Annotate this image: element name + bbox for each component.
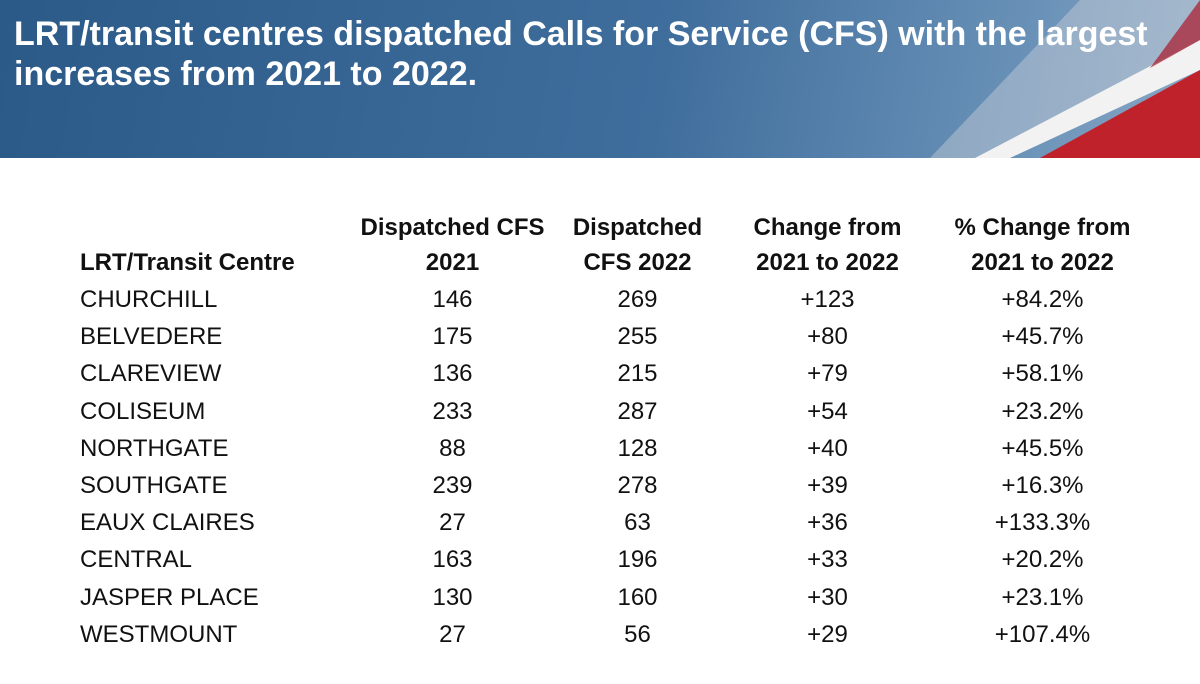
table-cell: +23.2%: [1001, 397, 1084, 425]
table-cell: +20.2%: [1001, 546, 1084, 574]
table-cell: 130: [432, 583, 473, 611]
table-cell: 215: [617, 360, 658, 388]
table-cell: 163: [432, 546, 473, 574]
header-line: Change from: [753, 214, 902, 241]
table-row: BELVEDERE 175 255 +80 +45.7%: [0, 318, 1200, 355]
column-header: LRT/Transit Centre: [0, 210, 355, 280]
header-banner: LRT/transit centres dispatched Calls for…: [0, 0, 1200, 158]
table-cell: +23.1%: [1001, 583, 1084, 611]
header-line: Dispatched CFS: [360, 214, 545, 241]
table-cell: 160: [617, 583, 658, 611]
table-row: COLISEUM 233 287 +54 +23.2%: [0, 393, 1200, 430]
table-cell: +123: [800, 286, 855, 313]
table-cell: +58.1%: [1001, 360, 1084, 388]
table-cell: +107.4%: [994, 620, 1091, 648]
table-cell: +54: [807, 397, 848, 425]
column-header: % Change from 2021 to 2022: [930, 210, 1155, 280]
table-cell: 175: [432, 323, 473, 351]
table-cell: 27: [439, 509, 466, 537]
table-cell: +36: [807, 509, 848, 537]
table-cell: +40: [807, 434, 848, 462]
station-name: CLAREVIEW: [80, 360, 222, 388]
table-cell: 233: [432, 397, 473, 425]
table-cell: 136: [432, 360, 473, 388]
table-cell: +45.7%: [1001, 323, 1084, 351]
station-name: EAUX CLAIRES: [80, 509, 255, 537]
table-cell: 27: [439, 620, 466, 648]
table-row: CHURCHILL 146 269 +123 +84.2%: [0, 281, 1200, 318]
station-name: NORTHGATE: [80, 434, 229, 462]
table-cell: 128: [617, 434, 658, 462]
table-cell: +79: [807, 360, 848, 388]
table-cell: +29: [807, 620, 848, 648]
column-header: Dispatched CFS 2022: [550, 210, 725, 280]
table-row: CLAREVIEW 136 215 +79 +58.1%: [0, 355, 1200, 392]
header-line: LRT/Transit Centre: [80, 249, 295, 276]
header-line: 2021 to 2022: [971, 249, 1114, 276]
table-cell: 239: [432, 472, 473, 499]
table-cell: +45.5%: [1001, 434, 1084, 462]
table-cell: 63: [624, 509, 651, 537]
table-cell: 196: [617, 546, 658, 574]
station-name: SOUTHGATE: [80, 472, 228, 499]
table-cell: 146: [432, 286, 473, 313]
table-row: WESTMOUNT 27 56 +29 +107.4%: [0, 616, 1200, 653]
table-row: CENTRAL 163 196 +33 +20.2%: [0, 541, 1200, 578]
station-name: COLISEUM: [80, 397, 206, 425]
table-cell: 88: [439, 434, 466, 462]
table-cell: +84.2%: [1001, 286, 1084, 313]
table-cell: +30: [807, 583, 848, 611]
table-cell: +80: [807, 323, 848, 351]
banner-decoration: [930, 0, 1200, 158]
table-cell: 269: [617, 286, 658, 313]
table-cell: 278: [617, 472, 658, 499]
table-cell: +133.3%: [994, 509, 1091, 537]
table-cell: 255: [617, 323, 658, 351]
table-row: NORTHGATE 88 128 +40 +45.5%: [0, 430, 1200, 467]
table-cell: 56: [624, 620, 651, 648]
header-line: % Change from: [954, 214, 1131, 241]
table-cell: +33: [807, 546, 848, 574]
table-row: EAUX CLAIRES 27 63 +36 +133.3%: [0, 504, 1200, 541]
header-line: 2021: [425, 249, 480, 276]
table-cell: +39: [807, 472, 848, 499]
header-line: Dispatched: [572, 214, 703, 241]
station-name: CHURCHILL: [80, 286, 218, 313]
table-row: SOUTHGATE 239 278 +39 +16.3%: [0, 467, 1200, 504]
slide-title: LRT/transit centres dispatched Calls for…: [14, 15, 1148, 93]
station-name: WESTMOUNT: [80, 620, 238, 648]
column-header: Dispatched CFS 2021: [355, 210, 550, 280]
table-cell: 287: [617, 397, 658, 425]
header-line: CFS 2022: [583, 249, 692, 276]
table-row: JASPER PLACE 130 160 +30 +23.1%: [0, 579, 1200, 616]
station-name: CENTRAL: [80, 546, 193, 574]
header-line: 2021 to 2022: [756, 249, 899, 276]
station-name: BELVEDERE: [80, 323, 223, 351]
header-row: LRT/Transit Centre Dispatched CFS 2021 Disp…: [0, 210, 1200, 280]
station-name: JASPER PLACE: [80, 583, 259, 611]
column-header: Change from 2021 to 2022: [725, 210, 930, 280]
table-cell: +16.3%: [1001, 472, 1084, 499]
